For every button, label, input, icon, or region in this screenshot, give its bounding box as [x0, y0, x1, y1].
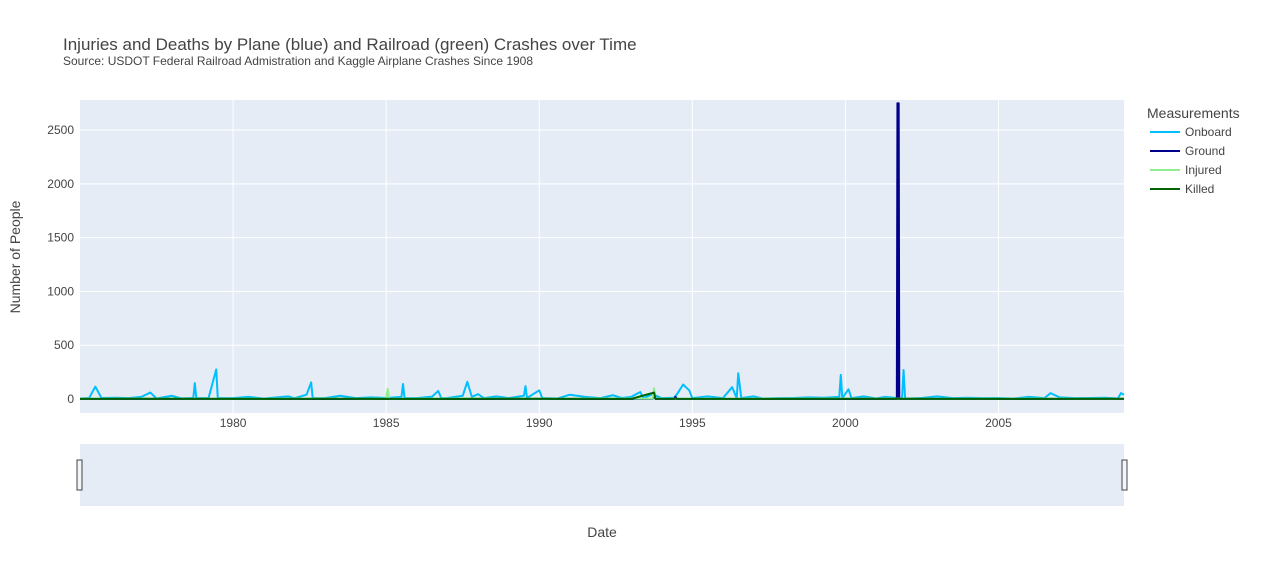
- chart-subtitle: Source: USDOT Federal Railroad Admistrat…: [63, 54, 533, 68]
- x-tick-label: 1980: [220, 416, 247, 430]
- legend-label: Killed: [1185, 182, 1214, 196]
- legend-item-onboard[interactable]: Onboard: [1150, 125, 1232, 139]
- y-tick-label: 1500: [47, 231, 74, 245]
- legend-item-ground[interactable]: Ground: [1150, 144, 1225, 158]
- y-axis-title: Number of People: [7, 200, 23, 313]
- x-tick-labels: 1980 1985 1990 1995 2000 2005: [220, 416, 1012, 430]
- range-slider-left-handle[interactable]: [76, 459, 83, 491]
- legend-label: Onboard: [1185, 125, 1232, 139]
- y-tick-label: 0: [67, 392, 74, 406]
- chart-title: Injuries and Deaths by Plane (blue) and …: [63, 35, 637, 54]
- x-tick-label: 2005: [985, 416, 1012, 430]
- y-tick-labels: 0 500 1000 1500 2000 2500: [47, 123, 74, 406]
- plot-area[interactable]: [80, 100, 1124, 413]
- legend-label: Ground: [1185, 144, 1225, 158]
- y-tick-label: 2000: [47, 177, 74, 191]
- y-tick-label: 500: [54, 338, 74, 352]
- y-tick-label: 1000: [47, 284, 74, 298]
- legend-label: Injured: [1185, 163, 1222, 177]
- range-slider[interactable]: [80, 444, 1124, 506]
- x-axis-title: Date: [587, 524, 617, 540]
- series-line-killed[interactable]: [79, 391, 1125, 400]
- series-layer: [79, 102, 1125, 401]
- legend-item-killed[interactable]: Killed: [1150, 182, 1214, 196]
- x-tick-label: 1985: [373, 416, 400, 430]
- legend-item-injured[interactable]: Injured: [1150, 163, 1222, 177]
- legend: Onboard Ground Injured Killed: [1150, 125, 1232, 196]
- y-tick-label: 2500: [47, 123, 74, 137]
- x-tick-label: 1990: [526, 416, 553, 430]
- range-slider-right-handle[interactable]: [1121, 459, 1128, 491]
- x-tick-label: 2000: [832, 416, 859, 430]
- legend-title: Measurements: [1147, 105, 1240, 121]
- x-tick-label: 1995: [679, 416, 706, 430]
- x-gridlines: [232, 100, 999, 413]
